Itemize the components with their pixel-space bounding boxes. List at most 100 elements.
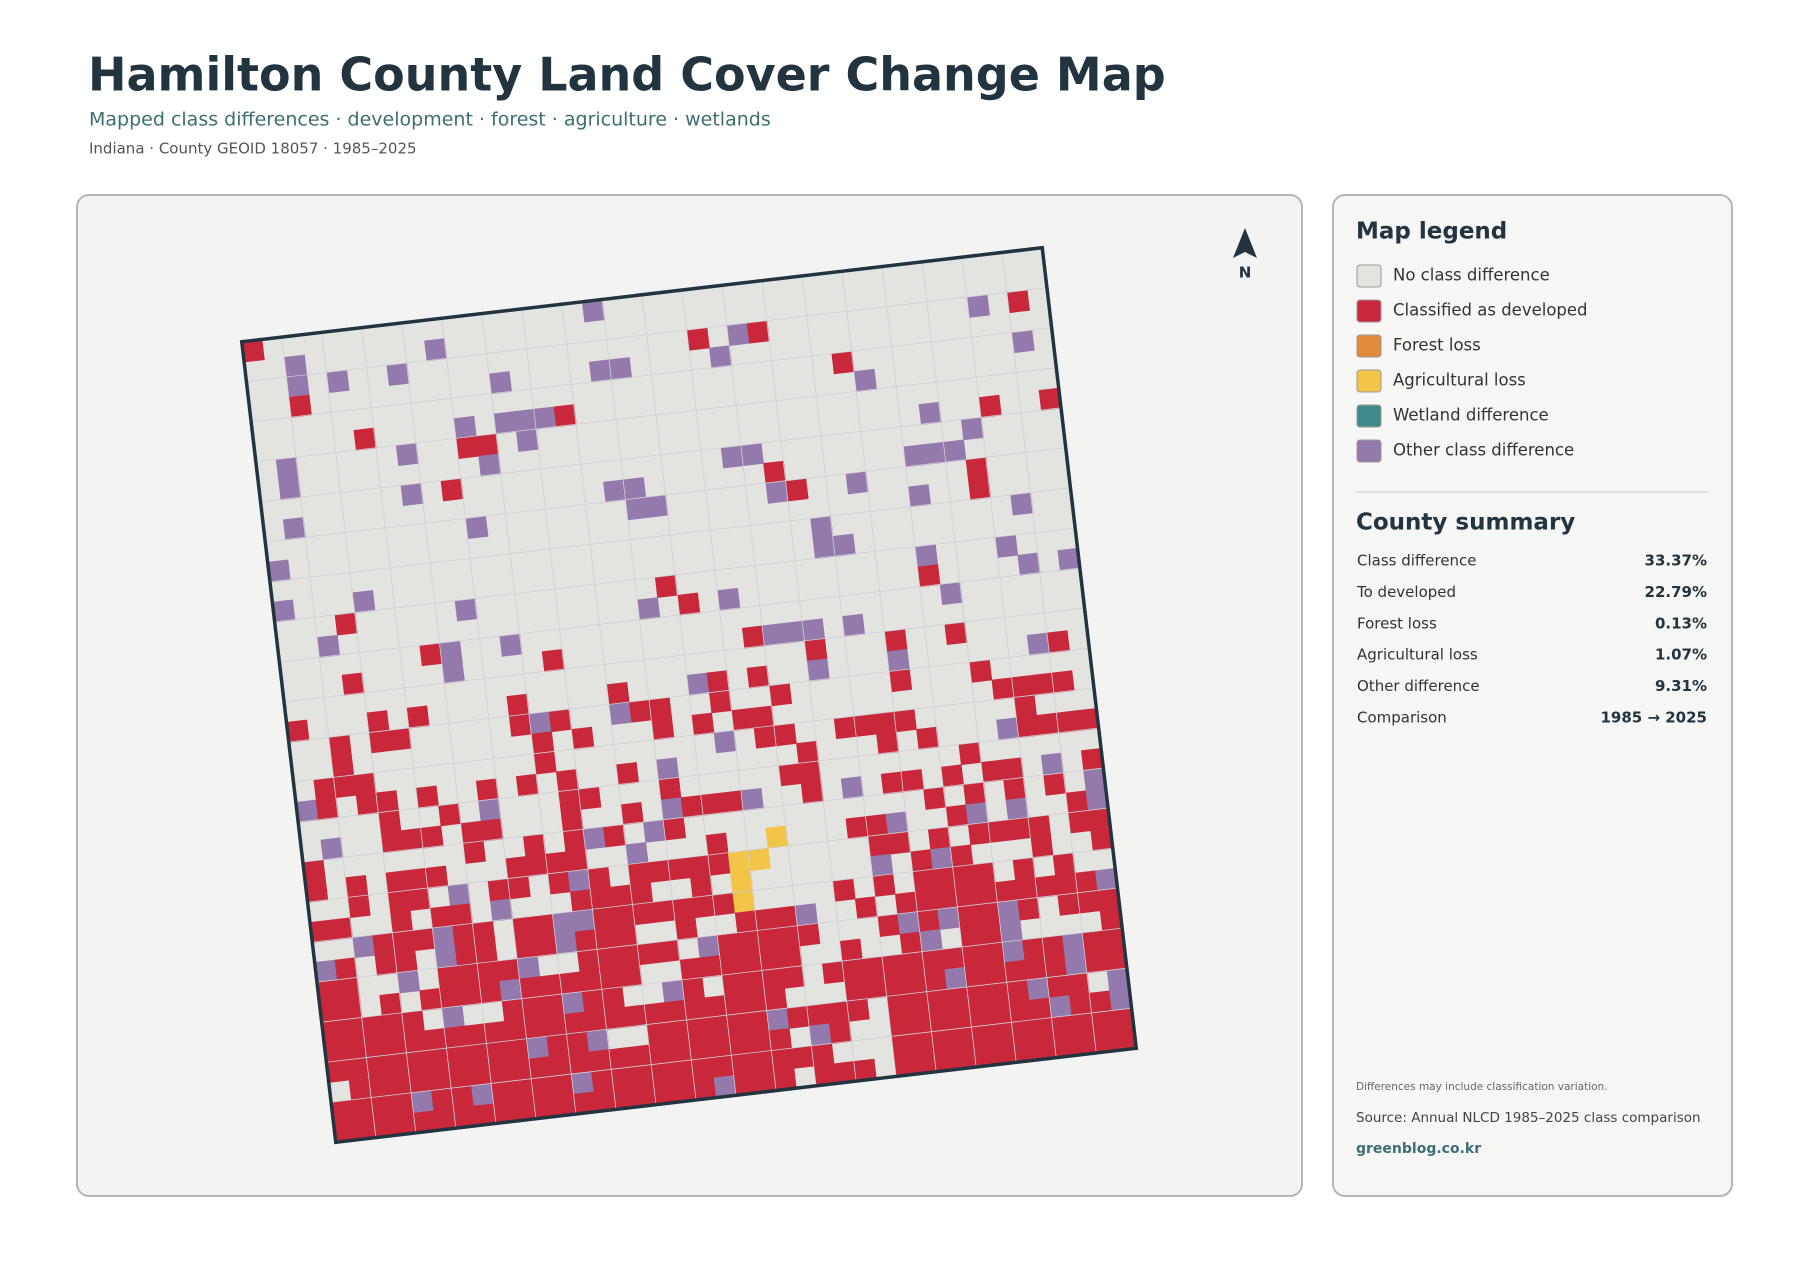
land-cell xyxy=(630,882,654,906)
land-cell xyxy=(968,477,992,501)
land-cell xyxy=(459,983,483,1007)
land-cell xyxy=(517,956,541,980)
land-cell xyxy=(453,415,477,439)
land-cell xyxy=(1016,715,1040,739)
land-cell xyxy=(945,804,969,828)
land-cell xyxy=(487,878,511,902)
land-cell xyxy=(730,870,754,894)
land-cell xyxy=(972,862,996,886)
land-cell xyxy=(594,926,618,950)
land-cell xyxy=(991,677,1015,701)
land-cell xyxy=(588,1049,612,1073)
land-cell xyxy=(331,1099,355,1123)
land-cell xyxy=(314,959,338,983)
land-cell xyxy=(457,963,481,987)
land-cell xyxy=(361,1015,385,1039)
land-cell xyxy=(648,1042,672,1066)
land-cell xyxy=(950,844,974,868)
land-cell xyxy=(504,1018,528,1042)
land-cell xyxy=(477,960,501,984)
summary-label: Agricultural loss xyxy=(1357,646,1478,664)
land-cover xyxy=(241,247,1137,1143)
land-cell xyxy=(484,1020,508,1045)
land-cell xyxy=(761,623,786,647)
land-cell xyxy=(782,620,806,644)
land-cell xyxy=(794,903,818,927)
land-cell xyxy=(388,727,412,751)
land-cell xyxy=(353,427,377,451)
land-cell xyxy=(513,408,537,432)
road xyxy=(681,290,777,1091)
land-cell xyxy=(1083,767,1107,792)
land-cell xyxy=(429,905,454,929)
land-cell xyxy=(501,998,525,1022)
land-cell xyxy=(544,1013,568,1037)
land-cell xyxy=(726,1012,750,1036)
land-cell xyxy=(401,1010,425,1034)
land-cell xyxy=(627,862,651,886)
land-cell xyxy=(1012,857,1036,881)
land-cell xyxy=(415,785,439,809)
land-cell xyxy=(644,1002,668,1026)
land-cell xyxy=(578,786,602,810)
land-cell xyxy=(907,484,932,508)
land-cell xyxy=(680,794,704,819)
land-cell xyxy=(587,866,611,890)
land-cell xyxy=(967,822,991,846)
land-cell xyxy=(966,984,990,1008)
land-cell xyxy=(366,710,390,734)
source: Source: Annual NLCD 1985–2025 class comp… xyxy=(1356,1110,1701,1126)
land-cell xyxy=(282,517,306,541)
land-cell xyxy=(846,998,870,1022)
land-cell xyxy=(525,853,549,877)
land-cell xyxy=(885,811,909,835)
land-cell xyxy=(284,354,308,378)
land-cell xyxy=(1046,630,1070,654)
land-cell xyxy=(1028,815,1052,839)
land-cell xyxy=(406,1050,430,1074)
title: Hamilton County Land Cover Change Map xyxy=(88,48,1166,102)
land-cell xyxy=(1011,674,1035,699)
land-cell xyxy=(886,649,910,673)
land-cell xyxy=(438,803,462,827)
legend-swatch xyxy=(1356,299,1382,323)
county-map xyxy=(239,245,1139,1145)
land-cell xyxy=(581,299,605,323)
land-cell xyxy=(1026,977,1050,1001)
legend-swatch xyxy=(1356,439,1382,463)
land-cell xyxy=(319,999,343,1023)
land-cell xyxy=(1017,897,1041,921)
road xyxy=(841,271,937,1072)
land-cell xyxy=(603,479,627,503)
land-cell xyxy=(568,1051,592,1075)
land-cell xyxy=(706,1015,730,1039)
land-cell xyxy=(478,453,502,477)
land-cell xyxy=(926,989,950,1013)
land-cell xyxy=(528,711,552,735)
land-cell xyxy=(574,929,598,953)
land-cell xyxy=(791,1045,815,1069)
land-cell xyxy=(663,817,687,841)
land-cell xyxy=(441,660,465,684)
land-cell xyxy=(916,726,940,750)
land-cell xyxy=(406,705,430,729)
land-cell xyxy=(524,1016,548,1040)
land-cell xyxy=(1076,707,1100,731)
land-cell xyxy=(829,1021,853,1045)
land-cell xyxy=(275,457,299,481)
land-cell xyxy=(424,338,448,362)
land-cell xyxy=(637,942,661,966)
land-cell xyxy=(951,1026,975,1050)
land-cell xyxy=(995,534,1019,558)
land-cell xyxy=(761,968,785,992)
land-cell xyxy=(547,871,571,895)
land-cell xyxy=(631,1064,655,1088)
land-cell xyxy=(889,1013,913,1038)
land-cell xyxy=(408,1070,432,1094)
land-cell xyxy=(699,955,723,979)
land-cell xyxy=(353,1117,377,1141)
land-cell xyxy=(533,406,557,430)
land-cell xyxy=(746,320,770,344)
land-cell xyxy=(969,1004,993,1028)
road xyxy=(961,257,1057,1058)
